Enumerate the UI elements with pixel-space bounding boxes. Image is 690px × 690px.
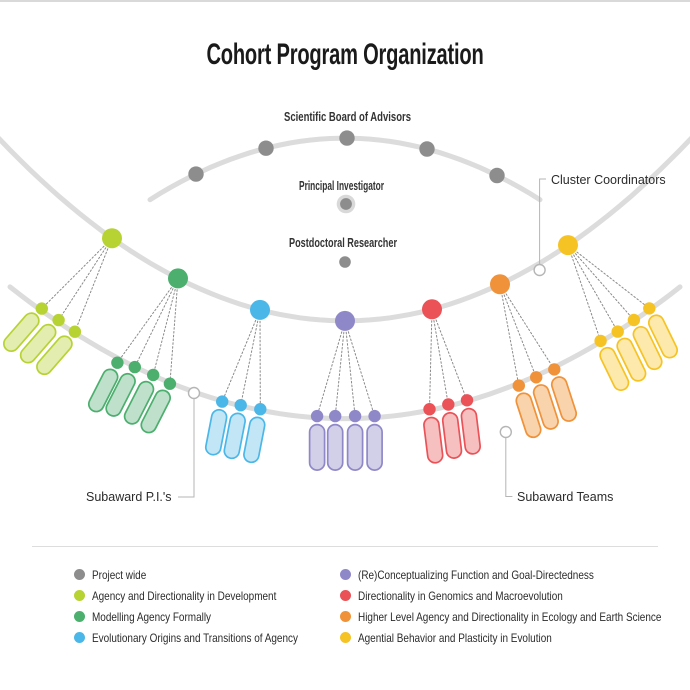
svg-text:Cluster Coordinators: Cluster Coordinators bbox=[551, 173, 666, 187]
svg-text:Subaward P.I.'s: Subaward P.I.'s bbox=[86, 490, 172, 504]
svg-text:Scientific Board of Advisors: Scientific Board of Advisors bbox=[284, 109, 411, 124]
svg-text:Subaward Teams: Subaward Teams bbox=[517, 490, 613, 504]
svg-text:Principal Investigator: Principal Investigator bbox=[299, 178, 384, 193]
svg-text:Postdoctoral Researcher: Postdoctoral Researcher bbox=[289, 235, 397, 250]
